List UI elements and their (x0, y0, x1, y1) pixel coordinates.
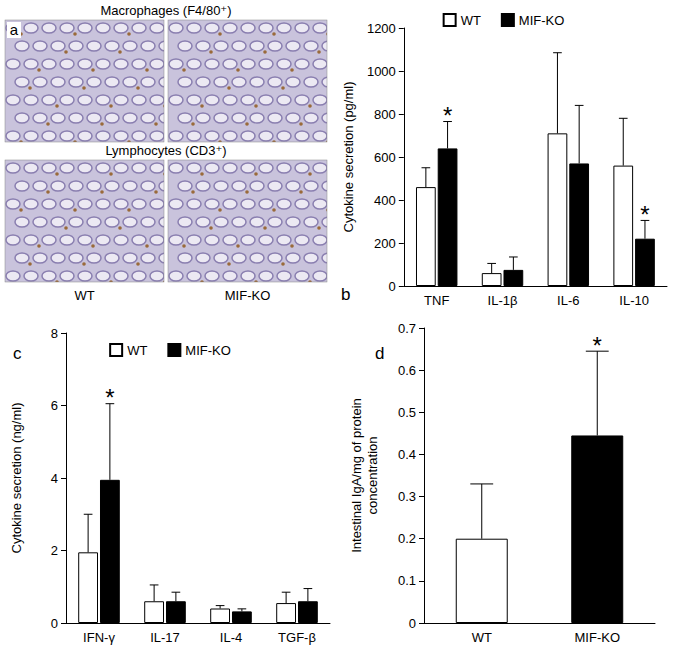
svg-text:1200: 1200 (367, 21, 396, 36)
svg-text:600: 600 (374, 150, 396, 165)
svg-text:a: a (10, 21, 19, 38)
svg-text:0: 0 (409, 616, 416, 631)
svg-text:WT: WT (472, 630, 492, 645)
svg-text:0.1: 0.1 (398, 573, 416, 588)
svg-text:0.4: 0.4 (398, 447, 416, 462)
svg-text:0.7: 0.7 (398, 321, 416, 336)
svg-text:TGF-β: TGF-β (278, 630, 316, 645)
svg-text:IL-4: IL-4 (220, 630, 242, 645)
svg-text:concentration: concentration (365, 436, 380, 514)
svg-text:8: 8 (51, 326, 58, 341)
svg-text:800: 800 (374, 107, 396, 122)
svg-text:MIF-KO: MIF-KO (519, 13, 565, 28)
svg-text:IL-1β: IL-1β (488, 293, 518, 308)
svg-text:MIF-KO: MIF-KO (575, 630, 621, 645)
svg-text:0: 0 (51, 616, 58, 631)
svg-text:Intestinal IgA/mg of protein: Intestinal IgA/mg of protein (349, 398, 364, 553)
svg-text:*: * (640, 201, 649, 228)
svg-text:Macrophages (F4/80⁺): Macrophages (F4/80⁺) (100, 3, 231, 18)
svg-text:4: 4 (51, 471, 58, 486)
svg-text:b: b (341, 285, 350, 304)
svg-text:200: 200 (374, 236, 396, 251)
svg-text:0.6: 0.6 (398, 363, 416, 378)
svg-text:MIF-KO: MIF-KO (225, 288, 271, 303)
svg-text:WT: WT (461, 13, 481, 28)
svg-text:400: 400 (374, 193, 396, 208)
svg-text:0: 0 (389, 279, 396, 294)
svg-text:Cytokine secretion (ng/ml): Cytokine secretion (ng/ml) (9, 403, 24, 554)
svg-text:WT: WT (127, 343, 147, 358)
svg-text:2: 2 (51, 543, 58, 558)
svg-text:Lymphocytes (CD3⁺): Lymphocytes (CD3⁺) (105, 143, 226, 158)
svg-text:c: c (13, 344, 22, 363)
svg-text:IL-6: IL-6 (557, 293, 579, 308)
svg-text:IL-17: IL-17 (150, 630, 180, 645)
svg-text:IL-10: IL-10 (619, 293, 649, 308)
svg-text:Cytokine secretion (pg/ml): Cytokine secretion (pg/ml) (341, 82, 356, 233)
svg-text:*: * (105, 384, 114, 411)
svg-text:1000: 1000 (367, 64, 396, 79)
svg-text:TNF: TNF (424, 293, 449, 308)
svg-text:*: * (443, 102, 452, 129)
svg-text:WT: WT (74, 288, 94, 303)
svg-text:d: d (375, 344, 384, 363)
svg-text:6: 6 (51, 398, 58, 413)
svg-text:*: * (593, 332, 602, 359)
svg-text:0.3: 0.3 (398, 489, 416, 504)
svg-text:0.2: 0.2 (398, 531, 416, 546)
svg-text:0.5: 0.5 (398, 405, 416, 420)
svg-text:IFN-γ: IFN-γ (83, 630, 115, 645)
svg-text:MIF-KO: MIF-KO (185, 343, 231, 358)
